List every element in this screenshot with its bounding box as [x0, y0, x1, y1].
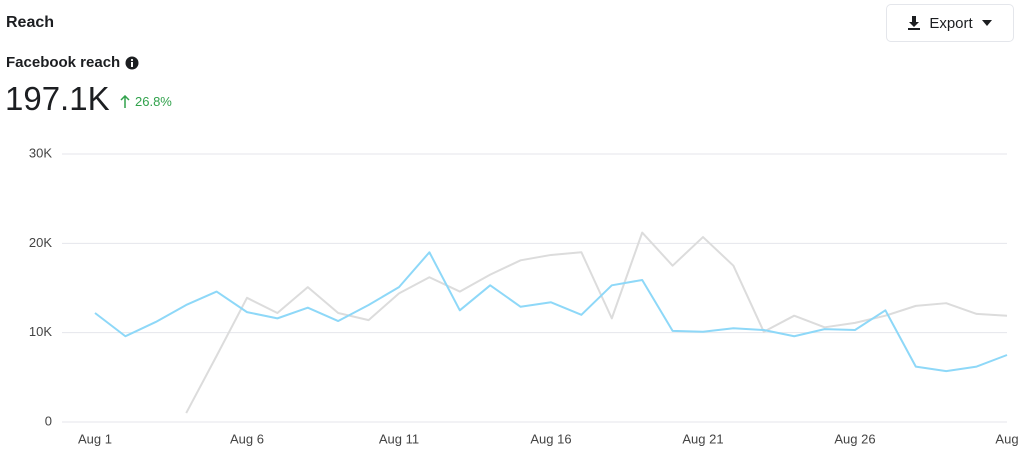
x-tick-label: Aug 6 — [230, 431, 264, 446]
caret-icon — [981, 20, 992, 26]
change-label: 26.8% — [135, 94, 172, 109]
download-icon — [908, 16, 921, 30]
y-tick-label: 20K — [29, 235, 52, 250]
x-tick-label: Aug 21 — [682, 431, 723, 446]
y-tick-label: 30K — [29, 145, 52, 160]
x-tick-label: Aug — [995, 431, 1018, 446]
series-line — [185, 231, 1008, 414]
series-line — [94, 251, 1008, 373]
y-tick-label: 0 — [45, 413, 52, 428]
metric-change: 26.8% — [120, 94, 172, 109]
metric-name: Facebook reach — [6, 54, 139, 71]
x-tick-label: Aug 1 — [78, 431, 112, 446]
section-title: Reach — [6, 14, 55, 31]
metric-label: Facebook reach — [6, 54, 121, 71]
x-tick-label: Aug 16 — [530, 431, 571, 446]
up-arrow-icon — [120, 95, 130, 108]
info-icon[interactable] — [125, 56, 139, 70]
y-tick-label: 10K — [29, 324, 52, 339]
metric-total: 197.1K — [5, 80, 110, 117]
x-tick-label: Aug 26 — [834, 431, 875, 446]
x-tick-label: Aug 11 — [379, 431, 419, 446]
export-button[interactable]: Export — [886, 4, 1014, 42]
export-label: Export — [929, 14, 973, 32]
